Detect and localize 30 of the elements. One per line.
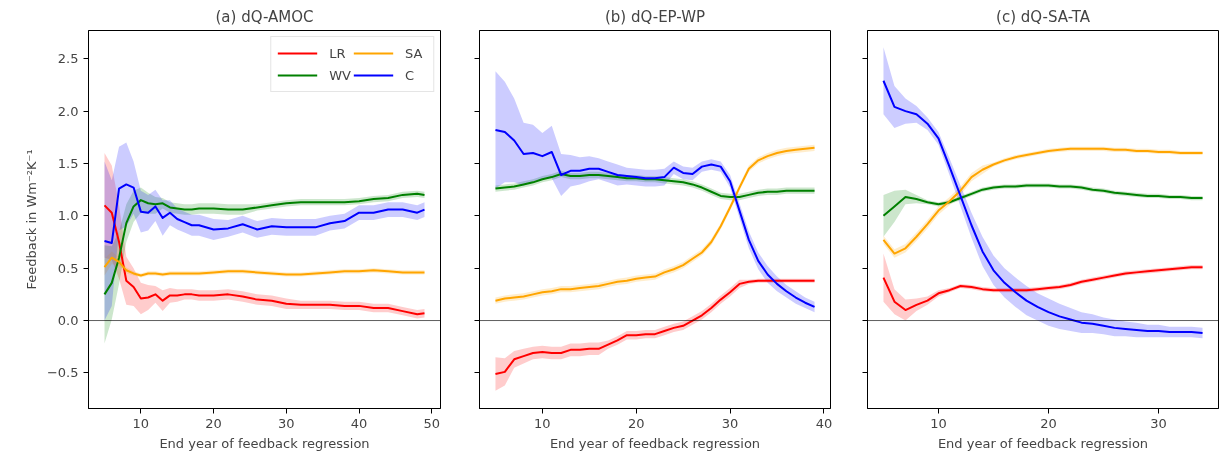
chart-title: (c) dQ-SA-TA: [996, 7, 1091, 26]
x-axis-title: End year of feedback regression: [937, 435, 1149, 451]
y-tick-label: 0.0: [57, 313, 79, 329]
y-tick-label: 1.0: [57, 208, 79, 224]
chart-title: (a) dQ-AMOC: [215, 7, 314, 26]
x-axis-title: End year of feedback regression: [159, 435, 370, 451]
y-tick-label: 2.5: [57, 51, 79, 67]
x-tick-label: 10: [132, 415, 150, 431]
x-tick-label: 50: [423, 415, 441, 431]
y-tick-label: 1.5: [57, 155, 79, 171]
legend-label: C: [405, 67, 416, 83]
y-tick-label: −0.5: [46, 365, 79, 381]
x-tick-label: 40: [350, 415, 368, 431]
x-tick-label: 30: [278, 415, 295, 431]
x-axis-title: End year of feedback regression: [549, 435, 761, 451]
y-tick-label: 0.5: [57, 260, 79, 276]
legend-label: WV: [329, 67, 351, 83]
x-tick-label: 30: [721, 415, 739, 431]
chart-title: (b) dQ-EP-WP: [604, 7, 706, 26]
legend-label: SA: [405, 45, 424, 61]
x-tick-label: 30: [1150, 415, 1167, 431]
x-tick-label: 40: [815, 415, 833, 431]
x-tick-label: 10: [534, 415, 551, 431]
x-tick-label: 20: [205, 415, 222, 431]
legend-label: LR: [329, 45, 347, 61]
x-tick-label: 20: [1040, 415, 1057, 431]
y-tick-label: 2.0: [57, 103, 79, 119]
x-tick-label: 20: [627, 415, 645, 431]
x-tick-label: 10: [930, 415, 947, 431]
y-axis-title: Feedback in Wm⁻²K⁻¹: [23, 149, 39, 290]
